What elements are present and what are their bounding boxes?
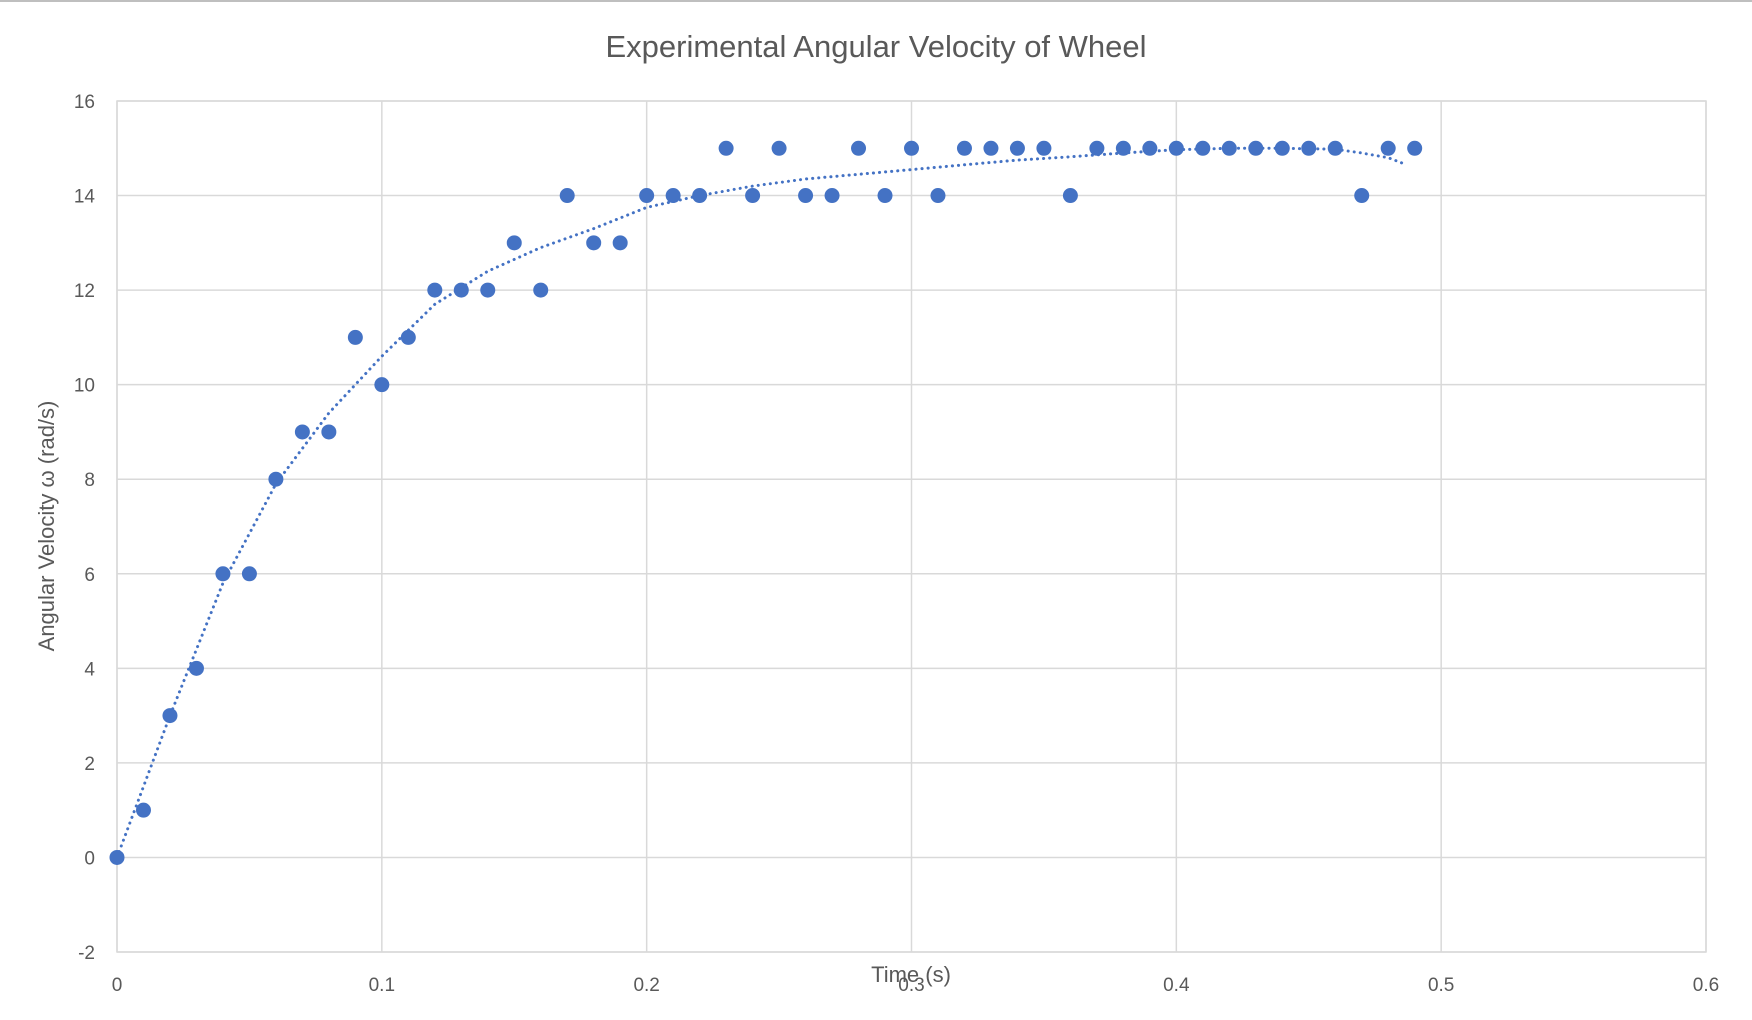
plot-area-frame	[116, 100, 1707, 953]
data-point	[586, 235, 602, 251]
data-point	[983, 140, 999, 156]
data-point	[533, 282, 549, 298]
data-point	[1274, 140, 1290, 156]
data-point	[718, 140, 734, 156]
data-point	[400, 329, 416, 345]
trendline	[115, 146, 1409, 859]
data-point	[321, 424, 337, 440]
x-axis-title: Time (s)	[871, 962, 951, 987]
y-tick-label: 10	[74, 376, 95, 397]
x-tick-label: 0.6	[1693, 975, 1719, 996]
data-point	[374, 377, 390, 393]
data-point	[1248, 140, 1264, 156]
y-tick-label: 8	[84, 470, 95, 491]
data-point	[109, 849, 125, 865]
data-point	[506, 235, 522, 251]
data-point	[956, 140, 972, 156]
y-tick-label: 2	[84, 754, 95, 775]
x-tick-label: 0.5	[1428, 975, 1454, 996]
y-tick-label: 14	[74, 187, 96, 208]
data-point	[162, 708, 178, 724]
data-point	[1142, 140, 1158, 156]
data-point	[1221, 140, 1237, 156]
data-point	[824, 188, 840, 204]
y-tick-label: 6	[84, 565, 95, 586]
data-point	[1168, 140, 1184, 156]
tick-labels: 0 0.1 0.2 0.3 0.4 0.5 0.6 -2 0 2 4 6 8 10 12 14 16	[74, 92, 1719, 996]
data-point	[1036, 140, 1052, 156]
data-point	[665, 188, 681, 204]
data-point	[798, 188, 814, 204]
chart-title: Experimental Angular Velocity of Wheel	[605, 29, 1146, 64]
trendline-curve	[115, 146, 1409, 859]
data-point	[745, 188, 761, 204]
data-point	[480, 282, 496, 298]
data-point	[1327, 140, 1343, 156]
y-tick-label: 4	[84, 659, 95, 680]
data-point	[612, 235, 628, 251]
data-point	[1062, 188, 1078, 204]
x-tick-label: 0	[112, 975, 123, 996]
gridlines	[116, 100, 1707, 953]
data-point	[1115, 140, 1131, 156]
data-point	[692, 188, 708, 204]
x-tick-label: 0.4	[1163, 975, 1190, 996]
data-point	[639, 188, 655, 204]
data-point	[135, 802, 151, 818]
data-point	[771, 140, 787, 156]
data-point	[1407, 140, 1423, 156]
data-point	[1009, 140, 1025, 156]
x-tick-label: 0.3	[898, 975, 924, 996]
data-points	[109, 140, 1423, 865]
data-point	[294, 424, 310, 440]
x-tick-label: 0.2	[633, 975, 659, 996]
data-point	[188, 660, 204, 676]
x-tick-label: 0.1	[369, 975, 395, 996]
data-point	[241, 566, 257, 582]
data-point	[877, 188, 893, 204]
y-tick-label: 16	[74, 92, 95, 113]
y-tick-label: 12	[74, 281, 95, 302]
data-point	[1380, 140, 1396, 156]
data-point	[559, 188, 575, 204]
data-point	[1195, 140, 1211, 156]
y-tick-label: -2	[78, 943, 95, 964]
data-point	[427, 282, 443, 298]
data-point	[1354, 188, 1370, 204]
data-point	[453, 282, 469, 298]
data-point	[904, 140, 919, 156]
data-point	[268, 471, 284, 487]
y-axis-title: Angular Velocity ω (rad/s)	[34, 401, 59, 652]
data-point	[347, 329, 363, 345]
y-tick-label: 0	[84, 848, 95, 869]
data-point	[1301, 140, 1317, 156]
data-point	[1089, 140, 1105, 156]
data-point	[930, 188, 946, 204]
data-point	[215, 566, 231, 582]
data-point	[851, 140, 867, 156]
